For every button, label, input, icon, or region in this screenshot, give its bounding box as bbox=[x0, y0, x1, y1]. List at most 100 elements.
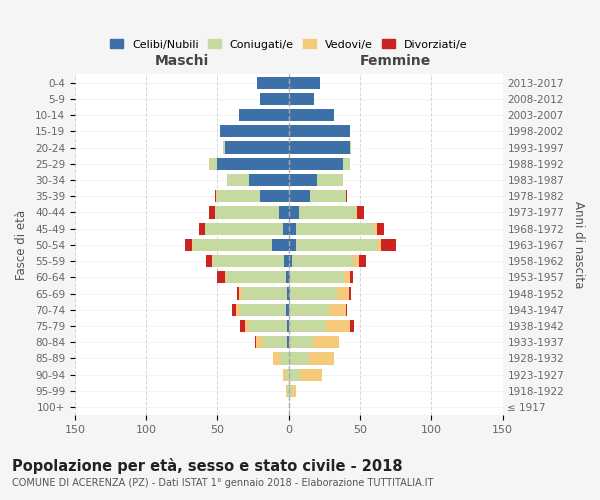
Bar bbox=[283, 222, 289, 234]
Bar bbox=[211, 158, 217, 170]
Bar bbox=[346, 304, 347, 316]
Bar bbox=[286, 304, 289, 316]
Bar bbox=[289, 352, 308, 364]
Bar bbox=[220, 125, 289, 138]
Bar bbox=[242, 288, 287, 300]
Bar bbox=[289, 93, 314, 105]
Bar bbox=[292, 385, 296, 397]
Bar bbox=[236, 304, 240, 316]
Bar bbox=[215, 206, 279, 218]
Bar bbox=[337, 288, 349, 300]
Bar bbox=[185, 239, 192, 251]
Bar bbox=[377, 239, 382, 251]
Bar bbox=[260, 190, 289, 202]
Bar bbox=[209, 206, 215, 218]
Bar bbox=[350, 142, 352, 154]
Bar bbox=[356, 206, 357, 218]
Bar bbox=[289, 158, 343, 170]
Bar bbox=[213, 255, 284, 267]
Bar bbox=[206, 255, 212, 267]
Bar bbox=[289, 190, 310, 202]
Bar bbox=[350, 320, 355, 332]
Bar bbox=[216, 190, 217, 202]
Bar bbox=[308, 352, 334, 364]
Legend: Celibi/Nubili, Coniugati/e, Vedovi/e, Divorziati/e: Celibi/Nubili, Coniugati/e, Vedovi/e, Di… bbox=[107, 36, 471, 53]
Bar bbox=[273, 352, 280, 364]
Bar bbox=[205, 222, 283, 234]
Bar bbox=[300, 368, 322, 381]
Bar bbox=[290, 288, 337, 300]
Bar bbox=[263, 336, 287, 348]
Bar bbox=[287, 336, 289, 348]
Bar bbox=[280, 352, 289, 364]
Bar bbox=[254, 336, 256, 348]
Bar bbox=[289, 239, 296, 251]
Y-axis label: Fasce di età: Fasce di età bbox=[15, 210, 28, 280]
Bar bbox=[310, 190, 346, 202]
Bar bbox=[287, 385, 289, 397]
Bar bbox=[224, 142, 289, 154]
Bar bbox=[289, 222, 296, 234]
Bar bbox=[289, 174, 317, 186]
Bar bbox=[289, 368, 300, 381]
Bar bbox=[239, 109, 289, 121]
Bar bbox=[279, 206, 289, 218]
Bar bbox=[296, 222, 374, 234]
Bar bbox=[374, 222, 377, 234]
Bar bbox=[283, 368, 286, 381]
Bar bbox=[359, 255, 366, 267]
Text: Popolazione per età, sesso e stato civile - 2018: Popolazione per età, sesso e stato civil… bbox=[12, 458, 403, 473]
Bar bbox=[382, 239, 395, 251]
Bar bbox=[289, 206, 299, 218]
Bar bbox=[232, 304, 236, 316]
Bar bbox=[377, 222, 384, 234]
Bar bbox=[209, 158, 211, 170]
Bar bbox=[199, 222, 205, 234]
Bar bbox=[286, 385, 287, 397]
Bar bbox=[313, 336, 338, 348]
Bar bbox=[287, 288, 289, 300]
Bar bbox=[286, 368, 289, 381]
Bar bbox=[224, 272, 226, 283]
Text: Maschi: Maschi bbox=[155, 54, 209, 68]
Bar bbox=[217, 272, 224, 283]
Bar bbox=[289, 255, 292, 267]
Bar bbox=[289, 320, 326, 332]
Bar bbox=[217, 158, 289, 170]
Bar bbox=[329, 304, 346, 316]
Bar bbox=[249, 174, 289, 186]
Bar bbox=[240, 304, 286, 316]
Bar bbox=[292, 255, 353, 267]
Bar bbox=[239, 288, 242, 300]
Bar bbox=[353, 255, 359, 267]
Bar bbox=[350, 272, 353, 283]
Bar bbox=[289, 304, 329, 316]
Bar bbox=[226, 272, 286, 283]
Bar bbox=[260, 93, 289, 105]
Bar bbox=[289, 109, 334, 121]
Bar bbox=[257, 76, 289, 88]
Y-axis label: Anni di nascita: Anni di nascita bbox=[572, 201, 585, 288]
Bar bbox=[289, 385, 292, 397]
Bar bbox=[289, 272, 290, 283]
Bar bbox=[289, 125, 350, 138]
Bar bbox=[240, 320, 245, 332]
Bar bbox=[227, 174, 249, 186]
Bar bbox=[284, 255, 289, 267]
Bar bbox=[349, 288, 352, 300]
Bar bbox=[289, 288, 290, 300]
Text: COMUNE DI ACERENZA (PZ) - Dati ISTAT 1° gennaio 2018 - Elaborazione TUTTITALIA.I: COMUNE DI ACERENZA (PZ) - Dati ISTAT 1° … bbox=[12, 478, 433, 488]
Bar bbox=[192, 239, 193, 251]
Bar bbox=[238, 288, 239, 300]
Bar bbox=[299, 206, 356, 218]
Bar bbox=[212, 255, 213, 267]
Bar bbox=[343, 158, 350, 170]
Bar bbox=[223, 142, 224, 154]
Bar bbox=[296, 239, 377, 251]
Bar bbox=[326, 320, 350, 332]
Bar bbox=[286, 272, 289, 283]
Bar bbox=[245, 320, 249, 332]
Bar bbox=[193, 239, 272, 251]
Bar bbox=[215, 190, 216, 202]
Bar bbox=[289, 336, 313, 348]
